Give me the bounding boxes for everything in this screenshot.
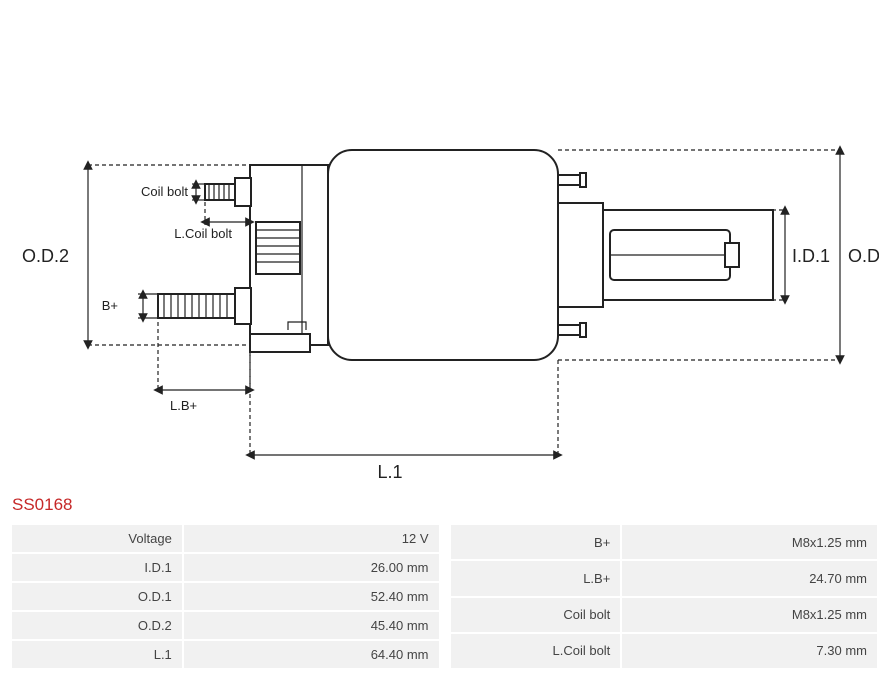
spec-value: 12 V: [184, 525, 439, 552]
table-row: Coil boltM8x1.25 mm: [451, 598, 878, 632]
spec-label: L.B+: [451, 561, 621, 595]
table-row: L.Coil bolt7.30 mm: [451, 634, 878, 668]
table-row: O.D.245.40 mm: [12, 612, 439, 639]
table-row: L.B+24.70 mm: [451, 561, 878, 595]
spec-value: M8x1.25 mm: [622, 525, 877, 559]
spec-tables: Voltage12 V I.D.126.00 mm O.D.152.40 mm …: [10, 523, 879, 670]
diagram-svg: O.D.1 I.D.1 O.D.2 L.1 L.B+ B+ Coil bolt …: [10, 10, 879, 490]
label-od2: O.D.2: [22, 246, 69, 266]
part-id: SS0168: [12, 495, 879, 515]
spec-label: O.D.2: [12, 612, 182, 639]
table-row: Voltage12 V: [12, 525, 439, 552]
spec-label: B+: [451, 525, 621, 559]
label-id1: I.D.1: [792, 246, 830, 266]
label-l1: L.1: [377, 462, 402, 482]
label-od1: O.D.1: [848, 246, 879, 266]
spec-table-right: B+M8x1.25 mm L.B+24.70 mm Coil boltM8x1.…: [449, 523, 880, 670]
spec-label: I.D.1: [12, 554, 182, 581]
label-b-plus: B+: [102, 298, 118, 313]
table-row: I.D.126.00 mm: [12, 554, 439, 581]
spec-label: Voltage: [12, 525, 182, 552]
spec-value: 7.30 mm: [622, 634, 877, 668]
table-row: L.164.40 mm: [12, 641, 439, 668]
label-coil-bolt: Coil bolt: [141, 184, 188, 199]
technical-diagram: O.D.1 I.D.1 O.D.2 L.1 L.B+ B+ Coil bolt …: [10, 10, 879, 490]
spec-value: 45.40 mm: [184, 612, 439, 639]
spec-table-left: Voltage12 V I.D.126.00 mm O.D.152.40 mm …: [10, 523, 441, 670]
label-lb-plus: L.B+: [170, 398, 197, 413]
table-row: O.D.152.40 mm: [12, 583, 439, 610]
spec-value: M8x1.25 mm: [622, 598, 877, 632]
spec-label: L.Coil bolt: [451, 634, 621, 668]
spec-label: Coil bolt: [451, 598, 621, 632]
spec-label: O.D.1: [12, 583, 182, 610]
spec-value: 52.40 mm: [184, 583, 439, 610]
spec-value: 64.40 mm: [184, 641, 439, 668]
spec-value: 24.70 mm: [622, 561, 877, 595]
label-l-coil-bolt: L.Coil bolt: [174, 226, 232, 241]
spec-value: 26.00 mm: [184, 554, 439, 581]
spec-label: L.1: [12, 641, 182, 668]
table-row: B+M8x1.25 mm: [451, 525, 878, 559]
